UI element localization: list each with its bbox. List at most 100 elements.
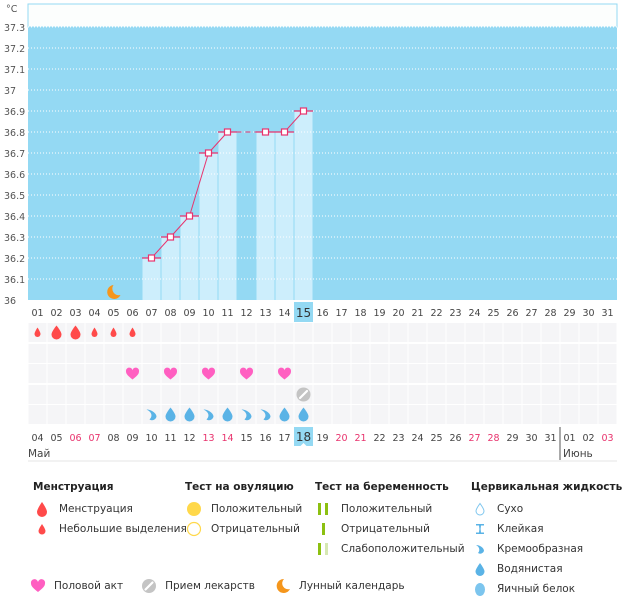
symptom-cell xyxy=(579,385,598,404)
calendar-date: 22 xyxy=(373,433,385,444)
symptom-cell xyxy=(446,323,465,342)
symptom-cell xyxy=(351,405,370,424)
temperature-point xyxy=(261,128,270,136)
symptom-cell xyxy=(484,323,503,342)
temperature-point xyxy=(299,107,308,115)
x-tick-label: 26 xyxy=(506,308,518,319)
chart-top-area xyxy=(27,3,618,28)
y-tick-label: 37 xyxy=(4,86,16,97)
symptom-cell xyxy=(104,344,123,363)
symptom-cell xyxy=(218,364,237,383)
symptom-grid: 04 05 06 07 08 09 10 11 12 13 14 15 16 17 18 19 20 21 22 23… xyxy=(28,323,617,462)
symptom-cell xyxy=(598,364,617,383)
symptom-cell xyxy=(560,323,579,342)
symptom-cell xyxy=(484,405,503,424)
symptom-cell xyxy=(541,323,560,342)
symptom-cell xyxy=(465,385,484,404)
calendar-date: 19 xyxy=(316,433,328,444)
symptom-cell xyxy=(123,405,142,424)
symptom-cell xyxy=(351,364,370,383)
symptom-cell xyxy=(370,385,389,404)
symptom-cell xyxy=(199,385,218,404)
symptom-cell xyxy=(408,344,427,363)
x-tick-label: 19 xyxy=(373,308,385,319)
symptom-cell xyxy=(560,405,579,424)
legend-item: Клейкая xyxy=(471,519,622,539)
calendar-date: 03 xyxy=(601,433,613,444)
cervical-creamy-icon xyxy=(203,409,214,421)
symptom-cell xyxy=(408,323,427,342)
x-tick-label: 23 xyxy=(449,308,461,319)
x-tick-label: 10 xyxy=(202,308,214,319)
calendar-date: 20 xyxy=(335,433,347,444)
symptom-cell xyxy=(465,344,484,363)
y-tick-label: 36.3 xyxy=(4,233,25,244)
cervical-creamy-icon xyxy=(471,541,489,557)
calendar-date: 05 xyxy=(50,433,62,444)
cervical-creamy-icon xyxy=(260,409,271,421)
x-tick-label: 06 xyxy=(126,308,138,319)
symptom-cell xyxy=(313,385,332,404)
symptom-cell xyxy=(275,323,294,342)
symptom-cell xyxy=(218,323,237,342)
symptom-cell xyxy=(389,344,408,363)
x-tick-label: 16 xyxy=(316,308,328,319)
symptom-cell xyxy=(256,344,275,363)
y-tick-label: 36.4 xyxy=(4,212,25,223)
month-label-may: Май xyxy=(28,448,50,460)
legend-item: Яичный белок xyxy=(471,579,622,599)
symptom-cell xyxy=(332,385,351,404)
temperature-point xyxy=(280,128,289,136)
chart-plot-area xyxy=(28,27,617,300)
temperature-markers xyxy=(147,107,308,262)
grid-lines xyxy=(28,26,617,280)
symptom-cell xyxy=(484,344,503,363)
symptom-cell xyxy=(218,385,237,404)
symptom-cell xyxy=(218,344,237,363)
symptom-cell xyxy=(47,405,66,424)
heart-icon xyxy=(201,367,216,380)
symptom-cell xyxy=(446,364,465,383)
temperature-bar xyxy=(161,237,180,300)
symptom-cell xyxy=(104,364,123,383)
y-tick-label: 36.1 xyxy=(4,275,25,286)
x-tick-label: 22 xyxy=(430,308,442,319)
symptom-cell xyxy=(389,323,408,342)
symptom-cell xyxy=(275,385,294,404)
symptom-cell xyxy=(522,344,541,363)
symptom-cell xyxy=(446,405,465,424)
symptom-cell xyxy=(370,344,389,363)
symptom-cell xyxy=(427,405,446,424)
blood-drop-small-icon xyxy=(33,521,51,537)
legend-other: Половой акт Прием лекарств Лунный календ… xyxy=(30,578,425,594)
symptom-cell xyxy=(294,364,313,383)
symptom-cell xyxy=(541,364,560,383)
cervical-watery-icon xyxy=(279,407,290,422)
symptom-cell xyxy=(256,323,275,342)
cervical-sticky-icon xyxy=(471,521,489,537)
pregnancy-positive-icon xyxy=(315,501,333,517)
calendar-date: 24 xyxy=(411,433,423,444)
cervical-egg-white-icon xyxy=(471,581,489,597)
symptom-cell xyxy=(560,385,579,404)
cervical-watery-icon xyxy=(471,561,489,577)
cervical-watery-icon xyxy=(184,407,195,422)
symptom-cell xyxy=(579,323,598,342)
symptom-cell xyxy=(408,405,427,424)
symptom-cell xyxy=(579,405,598,424)
blood-drop-small-icon xyxy=(91,327,98,337)
cervical-creamy-icon xyxy=(146,409,157,421)
symptom-cell xyxy=(313,364,332,383)
bbt-chart: °C 37.3 37.2 37.1 37 36.9 36.8 36.7 36.6 36.5 36.4… xyxy=(4,3,618,462)
calendar-date: 30 xyxy=(525,433,537,444)
x-tick-label: 13 xyxy=(259,308,271,319)
x-tick-label: 29 xyxy=(563,308,575,319)
cervical-watery-icon xyxy=(165,407,176,422)
x-tick-label: 21 xyxy=(411,308,423,319)
symptom-cell xyxy=(85,364,104,383)
symptom-cell xyxy=(408,364,427,383)
symptom-cell xyxy=(370,323,389,342)
x-tick-label: 11 xyxy=(221,308,233,319)
symptom-cell xyxy=(503,323,522,342)
symptom-cell xyxy=(180,323,199,342)
